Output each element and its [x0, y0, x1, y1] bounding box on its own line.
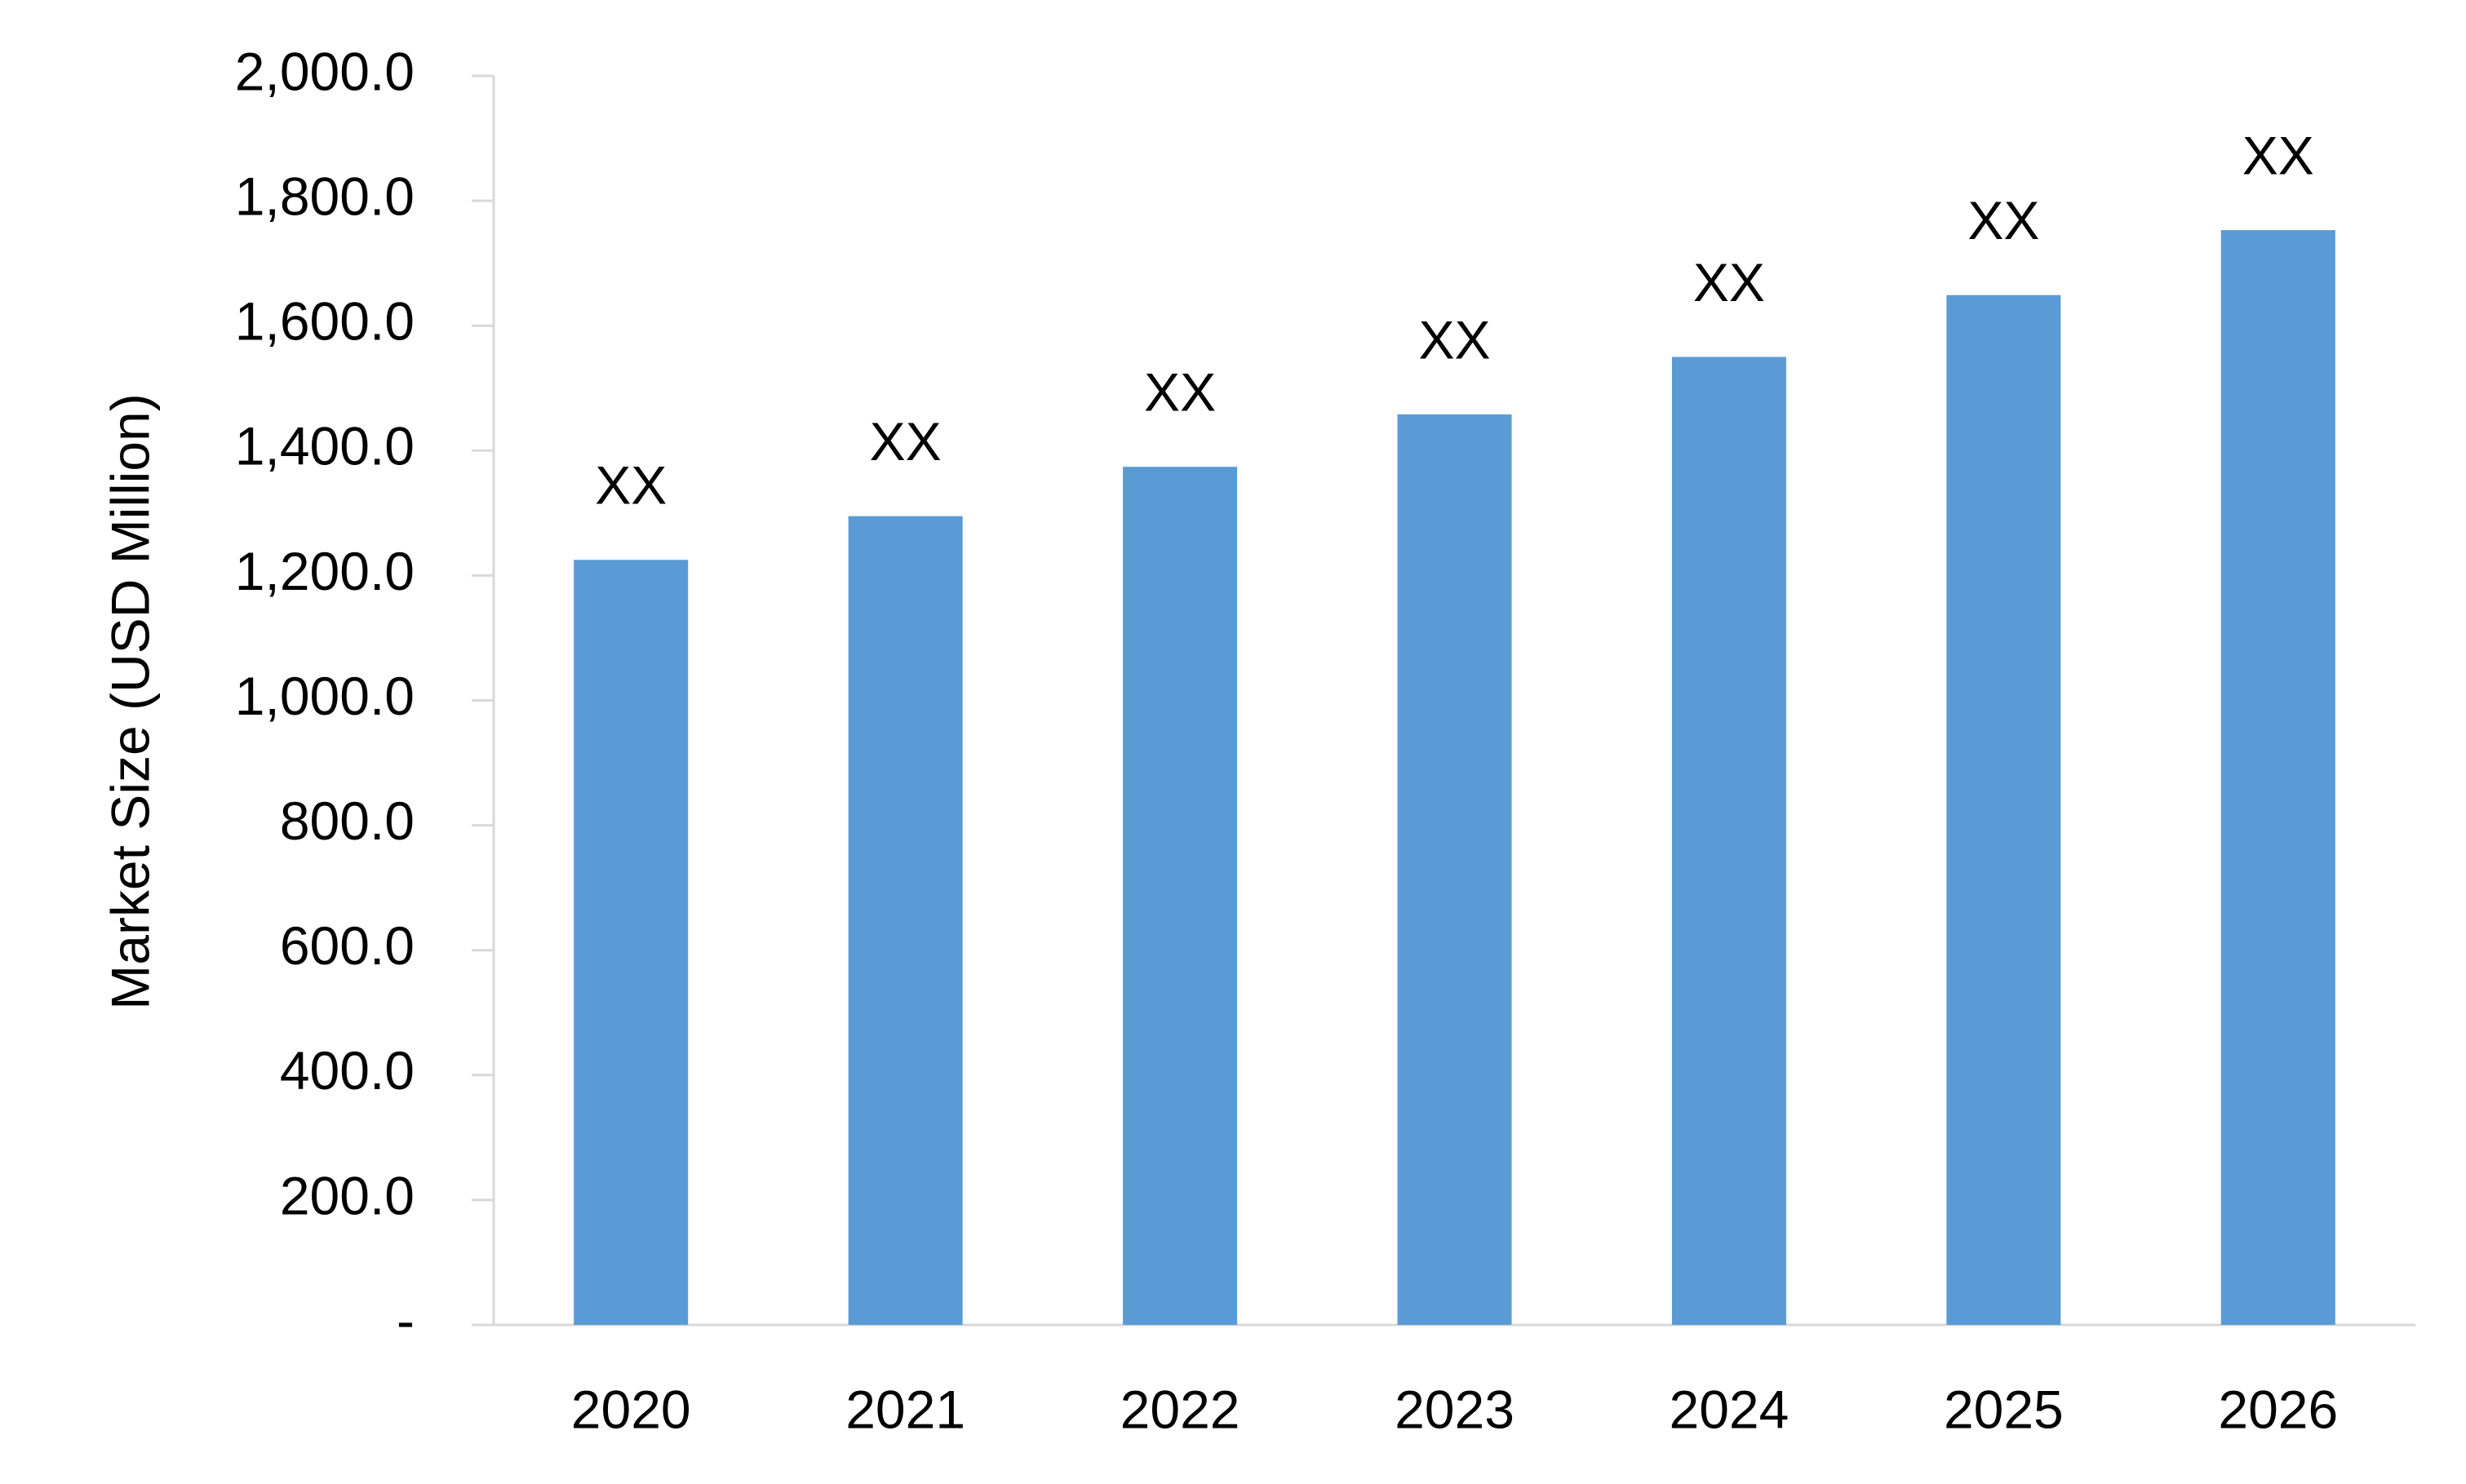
bar [1671, 357, 1786, 1326]
x-tick-label: 2020 [571, 1379, 691, 1439]
y-tick-label: 1,000.0 [235, 666, 415, 726]
data-label: XX [870, 411, 942, 472]
y-tick-label: 1,200.0 [235, 541, 415, 601]
bar [1946, 295, 2061, 1326]
x-tick-label: 2022 [1120, 1379, 1240, 1439]
data-label: XX [2242, 126, 2314, 186]
x-tick-label: 2026 [2218, 1379, 2338, 1439]
data-label: XX [1418, 309, 1490, 370]
x-tick-label: 2023 [1395, 1379, 1515, 1439]
data-label: XX [595, 455, 667, 516]
y-tick-label: 400.0 [280, 1040, 415, 1101]
y-tick-label: 200.0 [280, 1165, 415, 1225]
x-tick-label: 2024 [1670, 1379, 1790, 1439]
y-axis-label: Market Size (USD Million) [100, 393, 160, 1009]
y-tick-label: 1,400.0 [235, 416, 415, 476]
bar [848, 516, 963, 1325]
data-label: XX [1967, 190, 2039, 250]
y-tick-label: 2,000.0 [235, 41, 415, 101]
y-tick-label: 1,800.0 [235, 166, 415, 227]
bar [574, 560, 689, 1325]
y-tick-label: - [397, 1290, 415, 1350]
data-label: XX [1693, 252, 1765, 312]
bar [1123, 467, 1238, 1325]
x-tick-label: 2025 [1944, 1379, 2064, 1439]
y-tick-label: 600.0 [280, 915, 415, 976]
bar [2220, 230, 2335, 1325]
x-tick-label: 2021 [845, 1379, 965, 1439]
data-label: XX [1144, 362, 1216, 423]
y-tick-label: 1,600.0 [235, 291, 415, 352]
bar [1397, 414, 1512, 1325]
y-tick-label: 800.0 [280, 791, 415, 851]
